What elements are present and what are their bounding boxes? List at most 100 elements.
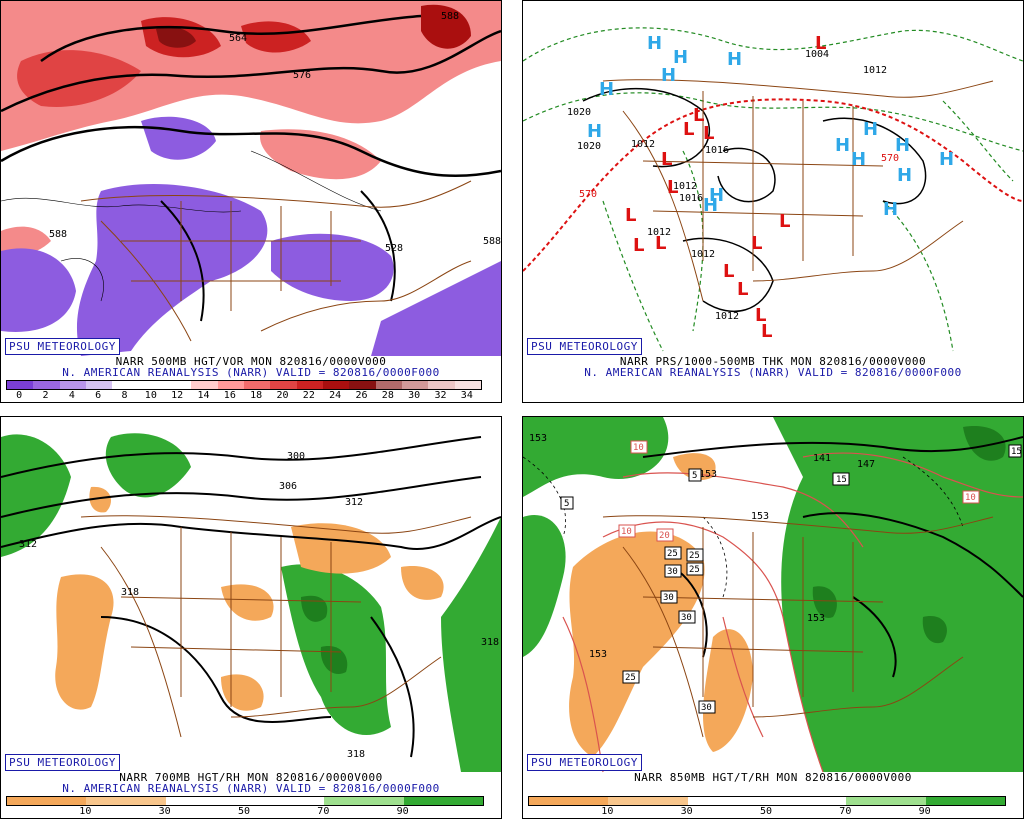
high-pressure-icon: H [895, 135, 910, 156]
colorbar-swatch [403, 797, 483, 805]
contour-label: 1012 [631, 139, 655, 150]
contour-label: 300 [287, 451, 305, 462]
high-pressure-icon: H [897, 165, 912, 186]
colorbar-swatch [244, 797, 325, 805]
colorbar-swatch [608, 797, 688, 805]
map-prs-thk: H H H H H H H H H H H H H H H L L L L L … [523, 1, 1023, 356]
contour-label: 141 [813, 453, 831, 464]
colorbar-tick-label: 26 [355, 390, 368, 401]
high-pressure-icon: H [661, 65, 676, 86]
contour-label: 153 [529, 433, 547, 444]
low-pressure-icon: L [779, 211, 790, 232]
colorbar-tick-label: 50 [759, 806, 773, 817]
high-pressure-icon: H [727, 49, 742, 70]
contour-label: 153 [589, 649, 607, 660]
colorbar-swatch [687, 797, 767, 805]
colorbar-swatch [112, 381, 139, 389]
temp-box-label: 30 [667, 567, 678, 577]
colorbar-swatch [322, 381, 350, 389]
high-pressure-icon: H [835, 135, 850, 156]
colorbar-swatch [85, 381, 113, 389]
low-pressure-icon: L [723, 261, 734, 282]
contour-label: 588 [483, 236, 501, 247]
colorbar-ticks: 10 30 50 70 90 [6, 806, 482, 818]
panel-caption: NARR 700MB HGT/RH MON 820816/0000V000 [119, 771, 383, 784]
colorbar-rh [6, 796, 484, 806]
low-pressure-icon: L [625, 205, 636, 226]
contour-label: 1004 [805, 49, 829, 60]
contour-label: 318 [121, 587, 139, 598]
contour-label: 1020 [567, 107, 591, 118]
colorbar-tick-label: 14 [197, 390, 210, 401]
high-pressure-icon: H [703, 195, 718, 216]
colorbar-swatch [217, 381, 244, 389]
colorbar-swatch [164, 381, 192, 389]
contour-label: 318 [481, 637, 499, 648]
low-pressure-icon: L [661, 149, 672, 170]
colorbar-swatch [375, 381, 402, 389]
colorbar-swatch [401, 381, 429, 389]
psu-meteorology-label: PSU METEOROLOGY [527, 338, 642, 355]
contour-label: 570 [881, 153, 899, 164]
contour-label: 1012 [691, 249, 715, 260]
high-pressure-icon: H [587, 121, 602, 142]
colorbar-swatch [138, 381, 165, 389]
colorbar-swatch [529, 797, 609, 805]
temp-box-label: 25 [667, 549, 678, 559]
colorbar-tick-label: 30 [408, 390, 421, 401]
temp-box-label: 10 [633, 443, 644, 453]
panel-prs-thickness: H H H H H H H H H H H H H H H L L L L L … [522, 0, 1024, 403]
temp-box-label: 25 [689, 565, 700, 575]
colorbar-tick-label: 16 [223, 390, 236, 401]
temp-box-label: 5 [564, 499, 569, 509]
contour-label: 153 [751, 511, 769, 522]
colorbar-swatch [165, 797, 245, 805]
contour-label: 1012 [647, 227, 671, 238]
psu-meteorology-label: PSU METEOROLOGY [5, 754, 120, 771]
temp-box-label: 15 [836, 475, 847, 485]
panel-500mb-hgt-vor: 564 576 588 588 588 528 PSU METEOROLOGY … [0, 0, 502, 403]
contour-label: 1012 [715, 311, 739, 322]
contour-label: 306 [279, 481, 297, 492]
colorbar-swatch [191, 381, 218, 389]
colorbar-tick-label: 10 [144, 390, 157, 401]
temp-box-label: 10 [621, 527, 632, 537]
colorbar-tick-label: 12 [171, 390, 184, 401]
colorbar-ticks: 10 30 50 70 90 [528, 806, 1004, 818]
colorbar-tick-label: 0 [16, 390, 23, 401]
low-pressure-icon: L [761, 321, 772, 342]
colorbar-tick-label: 70 [839, 806, 852, 817]
contour-label: 528 [385, 243, 403, 254]
temp-box-label: 25 [689, 551, 700, 561]
panel-subcaption: N. AMERICAN REANALYSIS (NARR) VALID = 82… [62, 366, 440, 379]
contour-label: 153 [807, 613, 825, 624]
colorbar-swatch [454, 381, 481, 389]
colorbar-vorticity [6, 380, 482, 390]
contour-label: 588 [441, 11, 459, 22]
temp-box-label: 25 [625, 673, 636, 683]
contour-label: 1012 [863, 65, 887, 76]
temp-box-label: 30 [663, 593, 674, 603]
colorbar-tick-label: 50 [237, 806, 251, 817]
colorbar-swatch [428, 381, 455, 389]
colorbar-tick-label: 24 [329, 390, 342, 401]
colorbar-tick-label: 4 [68, 390, 75, 401]
panel-subcaption: N. AMERICAN REANALYSIS (NARR) VALID = 82… [62, 782, 440, 795]
low-pressure-icon: L [693, 105, 704, 126]
colorbar-swatch [925, 797, 1005, 805]
high-pressure-icon: H [673, 47, 688, 68]
colorbar-ticks: 0 2 4 6 8 10 12 14 16 18 20 22 24 26 28 30 32 34 [6, 390, 480, 402]
contour-label: 588 [49, 229, 67, 240]
contour-label: 1012 [673, 181, 697, 192]
colorbar-tick-label: 28 [381, 390, 394, 401]
low-pressure-icon: L [755, 305, 766, 326]
colorbar-tick-label: 34 [460, 390, 473, 401]
colorbar-tick-label: 22 [302, 390, 315, 401]
colorbar-swatch [349, 381, 376, 389]
contour-label: 147 [857, 459, 875, 470]
colorbar-tick-label: 10 [601, 806, 614, 817]
panel-subcaption: N. AMERICAN REANALYSIS (NARR) VALID = 82… [584, 366, 962, 379]
map-500mb: 564 576 588 588 588 528 [1, 1, 501, 356]
low-pressure-icon: L [683, 119, 694, 140]
colorbar-tick-label: 90 [918, 806, 931, 817]
